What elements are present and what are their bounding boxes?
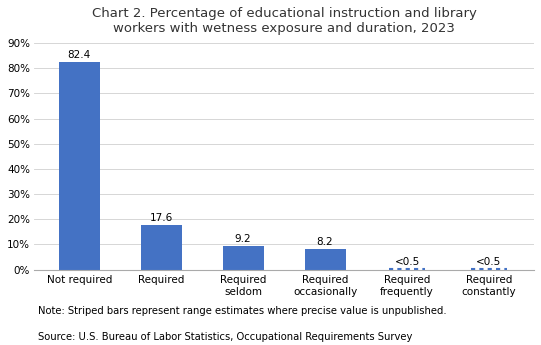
Bar xyxy=(59,62,100,269)
Bar xyxy=(305,249,346,269)
Bar xyxy=(222,246,263,269)
Text: Note: Striped bars represent range estimates where precise value is unpublished.: Note: Striped bars represent range estim… xyxy=(38,306,446,316)
Text: 8.2: 8.2 xyxy=(316,237,333,247)
Text: 17.6: 17.6 xyxy=(149,213,173,223)
Text: <0.5: <0.5 xyxy=(477,257,502,267)
Text: 82.4: 82.4 xyxy=(68,50,91,60)
Text: <0.5: <0.5 xyxy=(394,257,420,267)
Text: 9.2: 9.2 xyxy=(235,234,252,244)
Text: Source: U.S. Bureau of Labor Statistics, Occupational Requirements Survey: Source: U.S. Bureau of Labor Statistics,… xyxy=(38,332,412,342)
Bar xyxy=(141,225,182,269)
Title: Chart 2. Percentage of educational instruction and library
workers with wetness : Chart 2. Percentage of educational instr… xyxy=(91,7,477,35)
